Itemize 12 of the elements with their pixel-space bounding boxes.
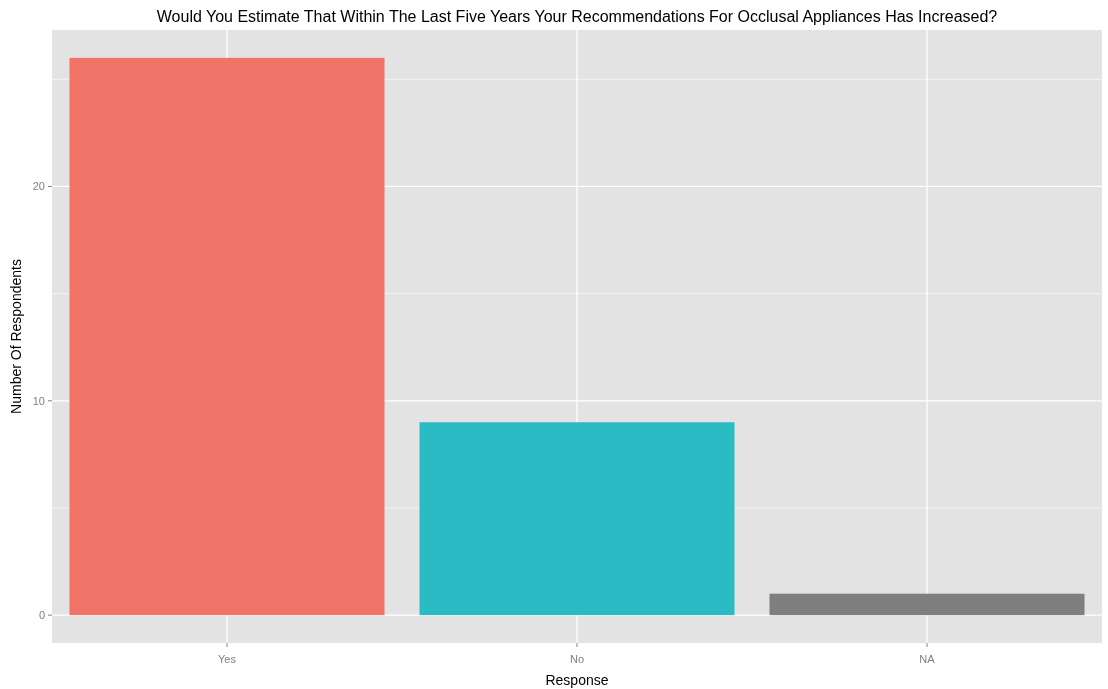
y-tick-label: 0 bbox=[38, 608, 45, 621]
x-tick-label: Yes bbox=[218, 653, 237, 665]
y-tick-label: 20 bbox=[32, 180, 45, 193]
x-tick-label: No bbox=[569, 653, 585, 665]
chart-title: Would You Estimate That Within The Last Five Years Your Recommendations For Occlusal Appliances Has Increased? bbox=[156, 8, 998, 25]
y-axis-title: Number Of Respondents bbox=[8, 259, 24, 414]
bar bbox=[769, 593, 1085, 616]
bar bbox=[419, 422, 735, 616]
x-axis-title: Response bbox=[545, 672, 609, 688]
y-tick-label: 10 bbox=[32, 394, 45, 407]
x-tick-label: NA bbox=[919, 653, 936, 665]
bar bbox=[69, 57, 385, 616]
